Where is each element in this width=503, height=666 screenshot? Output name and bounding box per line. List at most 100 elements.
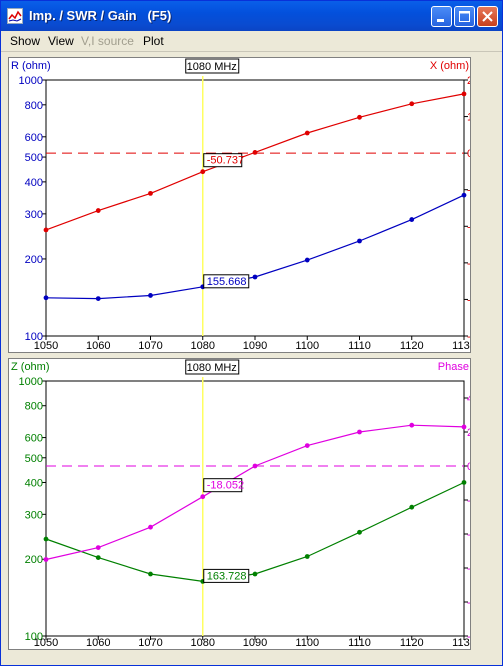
right-tick-label: -80 — [467, 597, 470, 609]
close-button[interactable] — [477, 6, 498, 27]
right-series-readout-box — [203, 478, 243, 493]
x-tick-label: 1130 — [452, 637, 470, 649]
left-axis-title: Z (ohm) — [11, 361, 50, 373]
left-series-readout: 163.728 — [207, 570, 247, 582]
right-tick-label: 100 — [467, 112, 470, 124]
close-icon — [482, 11, 493, 22]
right-tick-label: -60 — [467, 563, 470, 575]
client-area: R (ohm)X (ohm)10008006005004003002001002… — [4, 53, 498, 664]
left-tick-label: 200 — [25, 254, 43, 266]
z-phase-chart: Z (ohm)Phase1000800600500400300200100402… — [11, 359, 497, 649]
left-series-readout-box — [203, 274, 250, 289]
left-series-point — [95, 296, 101, 301]
cursor-label-box — [185, 58, 240, 74]
title-bar[interactable]: Imp. / SWR / Gain (F5) — [1, 1, 502, 31]
left-series-point — [409, 504, 415, 510]
left-tick-label: 1000 — [19, 75, 43, 87]
menu-vi-source[interactable]: V,I source — [81, 34, 134, 48]
right-tick-label: -100 — [467, 185, 470, 197]
x-tick-label: 1130 — [452, 340, 470, 352]
right-series-point — [409, 101, 415, 107]
left-axis-title: R (ohm) — [11, 60, 51, 72]
x-tick-label: 1090 — [243, 637, 267, 649]
left-series-point — [252, 274, 258, 280]
left-tick-label: 400 — [25, 477, 43, 489]
left-tick-label: 600 — [25, 132, 43, 144]
x-tick-label: 1120 — [400, 637, 424, 649]
impedance-rx-plot[interactable]: R (ohm)X (ohm)10008006005004003002001002… — [8, 57, 497, 353]
left-series-point — [357, 529, 362, 535]
left-series-point — [357, 238, 362, 244]
right-tick-label: 0 — [467, 461, 470, 473]
left-tick-label: 500 — [25, 453, 43, 465]
left-series-line — [45, 481, 465, 583]
menu-show[interactable]: Show — [10, 34, 41, 48]
app-icon — [7, 8, 23, 24]
right-series-line — [45, 424, 465, 561]
cursor-label-box — [185, 359, 240, 375]
right-series-point — [95, 208, 101, 213]
x-tick-label: 1100 — [295, 637, 319, 649]
left-series-point — [461, 192, 467, 198]
left-tick-label: 800 — [25, 100, 43, 112]
right-series-readout: -50.737 — [207, 155, 244, 167]
right-series-point — [95, 545, 101, 550]
left-tick-label: 100 — [25, 631, 43, 643]
left-series-point — [43, 295, 49, 301]
minimize-button[interactable] — [431, 6, 452, 27]
right-tick-label: -20 — [467, 495, 470, 507]
x-tick-label: 1050 — [34, 340, 58, 352]
x-tick-label: 1060 — [86, 637, 110, 649]
menu-view[interactable]: View — [48, 34, 74, 48]
x-tick-label: 1100 — [295, 340, 319, 352]
right-series-point — [252, 463, 258, 469]
right-series-point — [200, 494, 206, 500]
right-series-point — [43, 557, 49, 562]
cursor-frequency-label: 1080 MHz — [187, 61, 237, 73]
left-series-point — [148, 571, 153, 577]
right-tick-label: -40 — [467, 529, 470, 541]
maximize-button[interactable] — [454, 6, 475, 27]
left-tick-label: 100 — [25, 331, 43, 343]
right-series-point — [409, 422, 415, 428]
left-tick-label: 200 — [25, 554, 43, 566]
left-tick-label: 1000 — [19, 376, 43, 388]
left-series-readout-box — [203, 568, 250, 583]
right-axis-title: X (ohm) — [430, 60, 469, 72]
left-series-point — [95, 555, 101, 560]
right-tick-label: -400 — [467, 294, 470, 306]
window-title: Imp. / SWR / Gain (F5) — [29, 8, 172, 23]
x-tick-label: 1070 — [138, 637, 162, 649]
right-series-point — [252, 150, 258, 155]
left-tick-label: 600 — [25, 433, 43, 445]
left-series-point — [148, 293, 153, 298]
right-series-readout-box — [203, 153, 243, 168]
cursor-frequency-label: 1080 MHz — [187, 362, 237, 374]
x-tick-label: 1080 — [191, 637, 215, 649]
left-tick-label: 300 — [25, 509, 43, 521]
minimize-icon — [437, 19, 444, 22]
right-tick-label: -300 — [467, 258, 470, 270]
impedance-z-phase-plot[interactable]: Z (ohm)Phase1000800600500400300200100402… — [8, 358, 497, 650]
left-tick-label: 800 — [25, 401, 43, 413]
left-series-point — [43, 536, 49, 542]
x-tick-label: 1110 — [348, 340, 371, 352]
right-series-point — [357, 429, 362, 435]
left-series-point — [461, 480, 467, 485]
rx-chart: R (ohm)X (ohm)10008006005004003002001002… — [11, 58, 497, 352]
left-tick-label: 500 — [25, 152, 43, 164]
right-tick-label: 20 — [467, 427, 470, 439]
menu-plot[interactable]: Plot — [143, 34, 164, 48]
right-series-point — [304, 443, 310, 448]
left-series-point — [252, 571, 258, 577]
right-series-point — [43, 227, 49, 233]
plot-frame — [45, 380, 465, 637]
left-series-point — [304, 554, 310, 559]
left-series-point — [409, 217, 415, 222]
left-tick-label: 300 — [25, 209, 43, 221]
x-tick-label: 1120 — [400, 340, 424, 352]
maximize-icon — [459, 11, 470, 22]
x-tick-label: 1110 — [348, 637, 371, 649]
right-series-line — [45, 93, 465, 231]
right-series-readout: -18.052 — [207, 480, 244, 492]
